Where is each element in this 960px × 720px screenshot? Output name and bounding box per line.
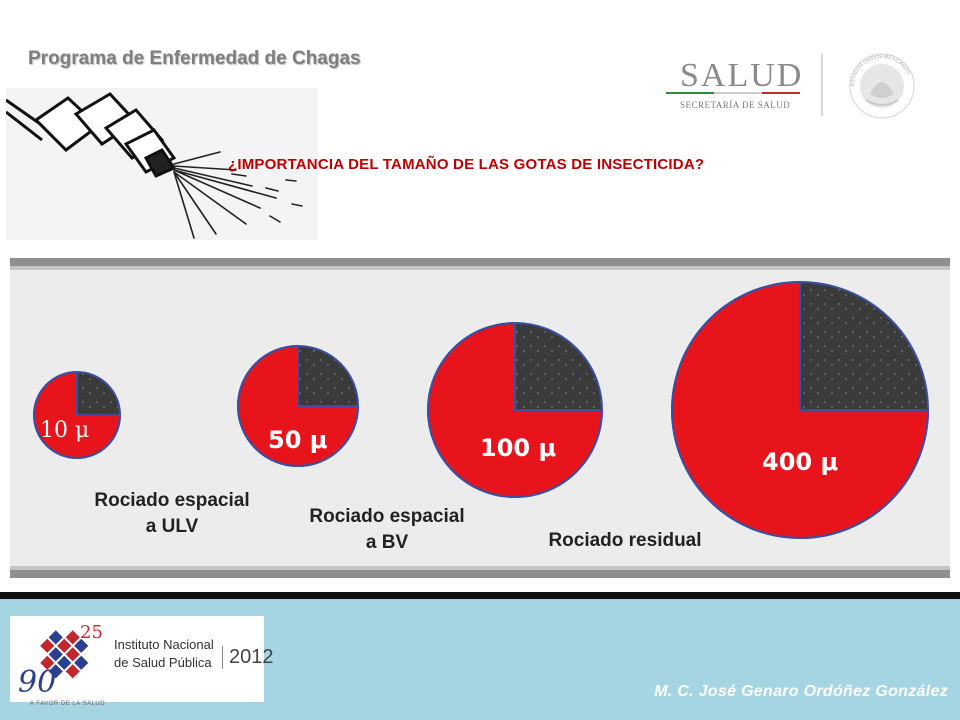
footer-divider <box>0 592 960 599</box>
salud-logo: SALUD SECRETARÍA DE SALUD ESTADOS UNIDOS… <box>660 42 930 132</box>
salud-logo-word: SALUD <box>680 57 803 94</box>
droplet-photo-strip: 10 μ 50 μ 100 μ 400 μ Rociado espacial a… <box>10 258 950 578</box>
droplet-label-50: 50 μ <box>268 426 328 454</box>
insp-emblem-icon: 25 90 <box>18 622 103 700</box>
caption-residual: Rociado residual <box>548 530 702 551</box>
insp-logo: 25 90 Instituto Nacional de Salud Públic… <box>10 616 274 707</box>
droplet-label-100: 100 μ <box>480 434 557 462</box>
insp-name: Instituto Nacional de Salud Pública <box>114 637 214 670</box>
droplet-50 <box>237 344 360 467</box>
droplet-100 <box>427 321 604 498</box>
mexican-seal-icon: ESTADOS UNIDOS MEXICANOS <box>849 53 915 119</box>
caption-spray-ulv: Rociado espacial a ULV <box>94 490 250 537</box>
caption-spray-bv: Rociado espacial a BV <box>309 506 465 553</box>
droplet-400 <box>671 280 930 539</box>
droplet-label-10: 10 μ <box>40 418 90 443</box>
author-name: M. C. José Genaro Ordóñez González <box>654 683 948 700</box>
insp-year: 2012 <box>222 646 274 669</box>
svg-text:90: 90 <box>18 665 56 700</box>
sprayer-nozzle-illustration <box>5 88 318 240</box>
droplet-size-question: ¿IMPORTANCIA DEL TAMAÑO DE LAS GOTAS DE … <box>228 156 705 173</box>
droplet-10 <box>33 370 122 459</box>
program-title: Programa de Enfermedad de Chagas <box>28 48 361 69</box>
droplet-label-400: 400 μ <box>762 448 839 476</box>
insp-anniversary: 25 <box>80 622 103 643</box>
insp-motto: A FAVOR DE LA SALUD <box>30 701 106 707</box>
salud-logo-sub: SECRETARÍA DE SALUD <box>680 100 790 110</box>
